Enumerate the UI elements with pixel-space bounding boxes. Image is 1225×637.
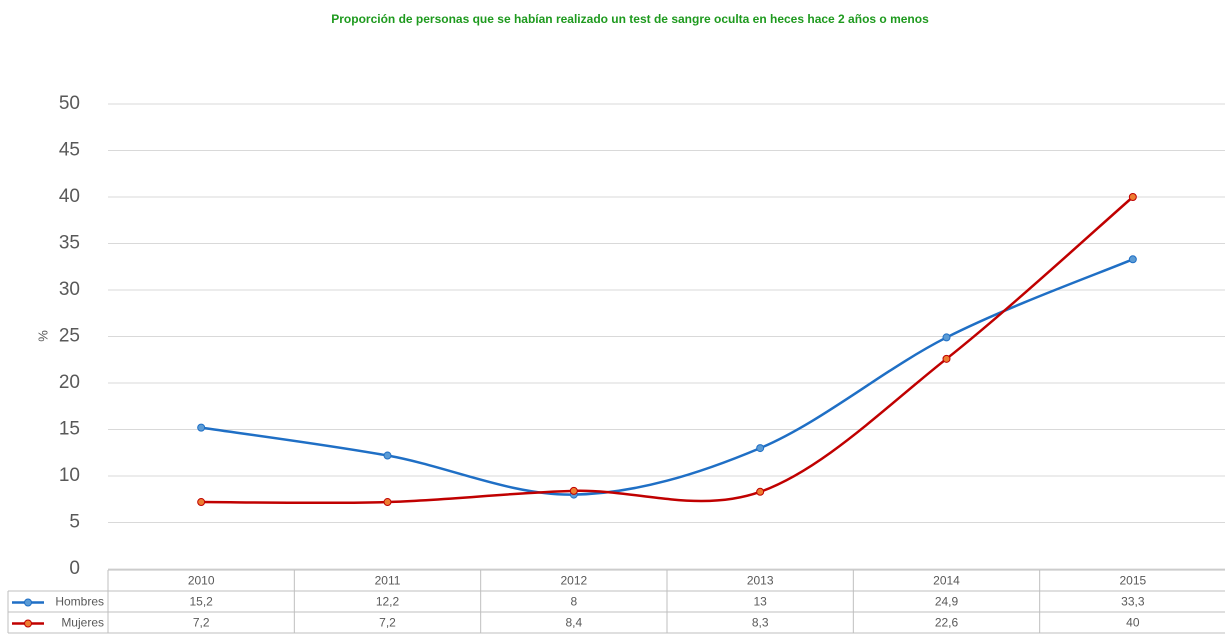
y-tick-label: 35	[59, 233, 80, 254]
data-point	[383, 498, 392, 507]
table-value: 15,2	[189, 595, 213, 609]
x-tick-label: 2012	[560, 574, 587, 588]
x-tick-label: 2013	[747, 574, 774, 588]
x-tick-label: 2010	[188, 574, 215, 588]
table-value: 8,4	[565, 616, 582, 630]
data-point	[1128, 193, 1137, 201]
data-point	[756, 487, 765, 496]
table-value: 40	[1126, 616, 1140, 630]
x-tick-label: 2014	[933, 574, 960, 588]
data-point	[756, 444, 765, 453]
y-tick-label: 15	[59, 419, 80, 440]
legend-label: Mujeres	[61, 616, 104, 630]
table-value: 7,2	[193, 616, 210, 630]
table-value: 33,3	[1121, 595, 1145, 609]
series-line	[200, 258, 1134, 496]
y-tick-label: 5	[69, 512, 80, 533]
table-value: 13	[753, 595, 767, 609]
y-tick-label: 50	[59, 93, 80, 114]
chart-title: Proporción de personas que se habían rea…	[331, 12, 929, 26]
y-tick-label: 0	[69, 558, 80, 579]
table-value: 8,3	[752, 616, 769, 630]
data-point	[197, 498, 206, 507]
x-tick-label: 2011	[375, 574, 401, 588]
data-point	[569, 486, 578, 495]
data-point	[383, 451, 392, 460]
y-axis-label: %	[35, 330, 50, 342]
data-point	[1128, 255, 1137, 264]
y-tick-label: 25	[59, 326, 80, 347]
data-point	[942, 354, 951, 363]
table-value: 12,2	[376, 595, 400, 609]
series-line	[201, 196, 1134, 505]
y-tick-label: 30	[59, 279, 80, 300]
table-value: 7,2	[379, 616, 396, 630]
y-tick-label: 10	[59, 465, 80, 486]
y-tick-label: 20	[59, 372, 80, 393]
legend-label: Hombres	[55, 595, 104, 609]
table-value: 22,6	[935, 616, 959, 630]
y-tick-label: 45	[59, 140, 80, 161]
table-value: 8	[570, 595, 577, 609]
y-tick-label: 40	[59, 186, 80, 207]
data-point	[942, 333, 951, 342]
data-point	[197, 423, 206, 432]
legend-marker	[24, 598, 32, 607]
legend-marker	[24, 619, 32, 628]
table-value: 24,9	[935, 595, 959, 609]
x-tick-label: 2015	[1119, 574, 1146, 588]
